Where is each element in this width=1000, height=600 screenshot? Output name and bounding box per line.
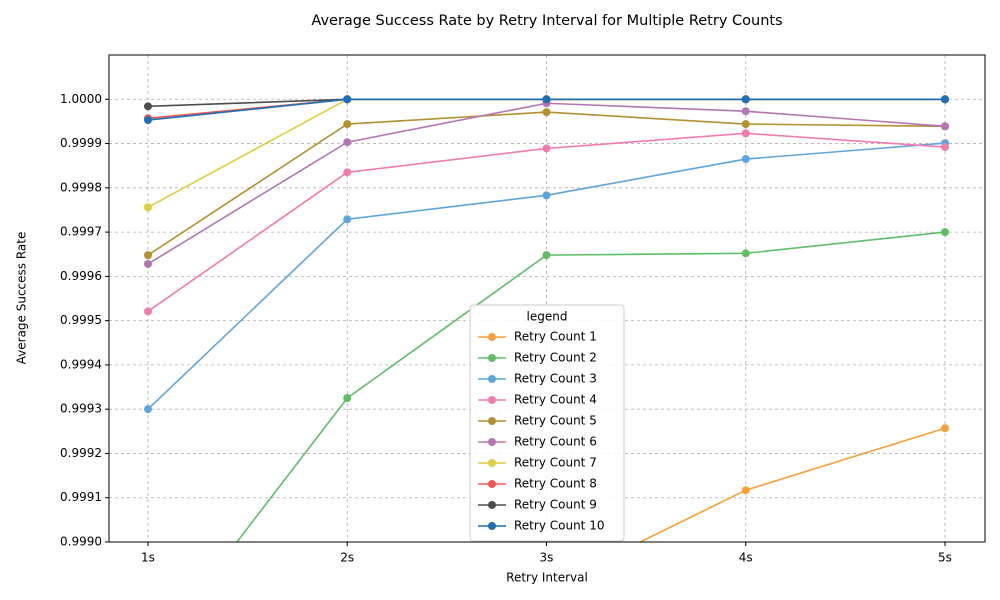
legend-label: Retry Count 10: [514, 519, 604, 533]
data-point: [542, 191, 551, 200]
data-point: [741, 95, 750, 104]
data-point: [941, 95, 949, 104]
data-point: [542, 108, 551, 117]
series-line: [638, 427, 946, 542]
legend-label: Retry Count 1: [514, 330, 597, 344]
legend-marker: [488, 354, 496, 362]
x-tick-label: 2s: [340, 551, 354, 565]
data-point: [144, 405, 152, 414]
y-tick-label: 0.9995: [60, 313, 102, 327]
data-point: [741, 249, 750, 258]
legend-label: Retry Count 6: [514, 435, 597, 449]
y-tick-label: 0.9998: [60, 180, 102, 194]
data-point: [741, 107, 750, 116]
data-point: [741, 120, 750, 129]
y-tick-label: 0.9994: [60, 357, 102, 371]
data-point: [144, 251, 152, 260]
data-point: [144, 307, 152, 316]
chart-title: Average Success Rate by Retry Interval f…: [311, 13, 782, 29]
data-point: [144, 116, 152, 125]
legend-marker: [488, 333, 496, 341]
data-point: [542, 144, 551, 153]
y-axis-label: Average Success Rate: [15, 232, 29, 365]
y-tick-label: 0.9999: [60, 136, 102, 150]
x-axis-label: Retry Interval: [506, 571, 588, 585]
legend-box: [469, 304, 625, 542]
data-point: [941, 143, 949, 152]
legend-label: Retry Count 3: [514, 372, 597, 386]
x-tick-label: 4s: [739, 551, 753, 565]
data-point: [343, 138, 352, 147]
x-tick-label: 3s: [540, 551, 554, 565]
data-point: [543, 584, 551, 592]
legend-label: Retry Count 7: [514, 456, 597, 470]
data-point: [144, 259, 152, 268]
legend-label: Retry Count 9: [514, 498, 597, 512]
legend-marker: [488, 480, 496, 488]
legend-marker: [488, 501, 496, 509]
legend-marker: [488, 459, 496, 467]
data-point: [741, 486, 750, 495]
legend-label: Retry Count 8: [514, 477, 597, 491]
data-point: [144, 203, 152, 212]
data-point: [343, 120, 352, 129]
data-point: [343, 394, 352, 403]
y-tick-label: 0.9996: [60, 269, 102, 283]
y-tick-label: 0.9992: [60, 446, 102, 460]
x-tick-label: 5s: [938, 551, 952, 565]
y-tick-label: 0.9993: [60, 402, 102, 416]
data-point: [343, 215, 352, 224]
data-point: [542, 95, 551, 104]
legend-label: Retry Count 4: [514, 393, 597, 407]
legend-title: legend: [527, 310, 568, 324]
data-point: [941, 424, 949, 433]
legend-label: Retry Count 5: [514, 414, 597, 428]
data-point: [343, 168, 352, 177]
data-point: [941, 228, 949, 237]
legend-marker: [488, 396, 496, 404]
data-point: [343, 95, 352, 104]
legend: legend Retry Count 1 Retry Count 2 Retry Co…: [469, 304, 625, 542]
legend-label: Retry Count 2: [514, 351, 597, 365]
data-point: [941, 122, 949, 131]
plot-area: [144, 95, 949, 592]
data-point: [144, 102, 152, 111]
y-tick-label: 0.9991: [60, 490, 102, 504]
legend-marker: [488, 375, 496, 383]
data-point: [741, 155, 750, 164]
legend-marker: [488, 417, 496, 425]
x-tick-label: 1s: [141, 551, 155, 565]
legend-marker: [488, 522, 496, 530]
plot-frame: [108, 54, 986, 543]
y-tick-label: 0.9990: [60, 535, 102, 549]
y-tick-label: 0.9997: [60, 225, 102, 239]
legend-marker: [488, 438, 496, 446]
y-tick-label: 1.0000: [60, 92, 102, 106]
data-point: [542, 251, 551, 260]
data-point: [741, 129, 750, 138]
